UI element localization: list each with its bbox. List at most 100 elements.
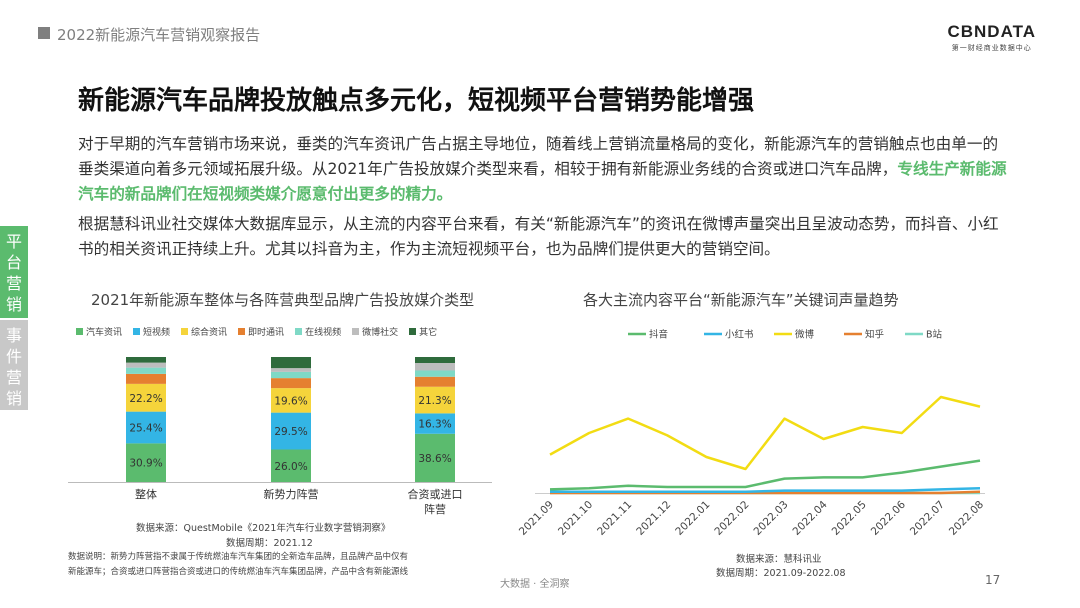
x-tick-label: 2022.06 xyxy=(869,498,908,537)
chart2-source-line2: 数据周期：2021.09-2022.08 xyxy=(716,568,846,579)
x-tick-label: 2021.09 xyxy=(517,499,556,538)
x-tick-label: 2021.10 xyxy=(556,499,595,538)
category-label: 新势力阵营 xyxy=(264,487,319,501)
bar-data-label: 29.5% xyxy=(274,426,307,438)
chart2-title: 各大主流内容平台“新能源汽车”关键词声量趋势 xyxy=(583,291,899,309)
x-tick-label: 2022.05 xyxy=(830,499,869,538)
page-title: 新能源汽车品牌投放触点多元化，短视频平台营销势能增强 xyxy=(78,86,755,116)
legend-label: 抖音 xyxy=(649,329,668,341)
bar-data-label: 26.0% xyxy=(274,461,307,473)
bar-segment xyxy=(415,370,455,377)
bar-data-label: 38.6% xyxy=(418,453,451,465)
legend-label: B站 xyxy=(926,329,943,341)
legend-label: 汽车资讯 xyxy=(86,328,123,338)
legend-swatch xyxy=(238,328,246,335)
x-tick-label: 2022.03 xyxy=(751,499,790,538)
x-tick-label: 2022.01 xyxy=(673,499,712,538)
legend-label: 短视频 xyxy=(143,328,171,338)
legend-item: 综合资讯 xyxy=(181,325,227,338)
bar-segment xyxy=(126,443,166,482)
bar-segment xyxy=(415,376,455,387)
paragraph-2: 根据慧科讯业社交媒体大数据库显示，从主流的内容平台来看，有关“新能源汽车”的资讯… xyxy=(78,215,999,258)
logo-text: CBNDATA xyxy=(947,22,1036,41)
bar-segment xyxy=(271,449,311,482)
bar-segment xyxy=(126,373,166,384)
legend-item: 短视频 xyxy=(133,325,170,338)
chart1-note-line2: 新能源车；合资或进口阵营指合资或进口的传统燃油车汽车集团品牌，产品中含有新能源线 xyxy=(68,567,409,577)
footer-slogan: 大数据 · 全洞察 xyxy=(500,579,570,590)
legend-swatch xyxy=(181,328,189,335)
bar-segment xyxy=(271,357,311,369)
legend-item: 即时通讯 xyxy=(238,325,284,338)
bar-segment xyxy=(126,383,166,412)
chart2-source-line1: 数据来源：慧科讯业 xyxy=(736,554,822,565)
bar-segment xyxy=(271,412,311,450)
category-label: 合资或进口 xyxy=(408,487,463,501)
page-number: 17 xyxy=(985,573,1001,587)
bar-data-label: 22.2% xyxy=(129,393,162,405)
bar-segment xyxy=(271,368,311,372)
series-line xyxy=(550,486,981,494)
side-tab-platform-marketing[interactable]: 平台营销 xyxy=(0,226,28,318)
legend-label: 微博社交 xyxy=(362,328,399,338)
legend-label: 即时通讯 xyxy=(248,328,285,338)
paragraph-1: 对于早期的汽车营销市场来说，垂类的汽车资讯广告占据主导地位，随着线上营销流量格局… xyxy=(78,132,1008,207)
chart1-source-line2: 数据周期：2021.12 xyxy=(226,538,313,549)
bar-segment xyxy=(271,378,311,389)
bar-data-label: 21.3% xyxy=(418,395,451,407)
bar-segment xyxy=(415,357,455,363)
legend-item: 微博社交 xyxy=(352,325,398,338)
bar-data-label: 19.6% xyxy=(274,395,307,407)
cbndata-logo: CBNDATA 第一财经商业数据中心 xyxy=(947,22,1036,53)
legend-label: 微博 xyxy=(795,329,815,341)
bar-segment xyxy=(415,363,455,371)
bar-segment xyxy=(415,386,455,414)
bar-data-label: 16.3% xyxy=(418,419,451,431)
legend-item: 其它 xyxy=(409,325,437,338)
report-title: 2022新能源汽车营销观察报告 xyxy=(57,26,261,44)
legend-label: 在线视频 xyxy=(305,328,342,338)
x-tick-label: 2022.08 xyxy=(947,499,986,538)
series-line xyxy=(549,395,981,471)
legend-swatch xyxy=(295,328,303,335)
bar-segment xyxy=(126,411,166,444)
bar-segment xyxy=(126,367,166,374)
bar-segment xyxy=(126,357,166,363)
header-square-icon xyxy=(38,27,50,39)
series-line xyxy=(549,459,981,491)
bar-segment xyxy=(415,413,455,434)
logo-subtext: 第一财经商业数据中心 xyxy=(951,44,1032,52)
legend-item: 在线视频 xyxy=(295,325,341,338)
legend-label: 知乎 xyxy=(865,329,884,341)
bar-segment xyxy=(415,433,455,482)
bar-data-label: 25.4% xyxy=(129,423,162,435)
bar-segment xyxy=(271,388,311,413)
legend-label: 其它 xyxy=(419,328,438,338)
category-label: 整体 xyxy=(135,487,157,501)
stacked-bar-chart: 30.9% 25.4% 22.2% 整体 26.0% 29.5% 19.6% 新势力阵营 38.… xyxy=(68,357,492,516)
x-tick-label: 2022.02 xyxy=(712,499,751,538)
paragraph-1-text: 对于早期的汽车营销市场来说，垂类的汽车资讯广告占据主导地位，随着线上营销流量格局… xyxy=(78,135,999,178)
legend-label: 小红书 xyxy=(725,329,754,341)
chart1-source-line1: 数据来源：QuestMobile《2021年汽车行业数字营销洞察》 xyxy=(136,523,391,534)
legend-item: 汽车资讯 xyxy=(76,325,122,338)
bar-segment xyxy=(271,371,311,379)
x-tick-label: 2021.11 xyxy=(595,499,634,538)
category-label: 阵营 xyxy=(424,502,446,516)
bar-data-label: 30.9% xyxy=(129,458,162,470)
chart1-title: 2021年新能源车整体与各阵营典型品牌广告投放媒介类型 xyxy=(91,291,475,309)
legend-label: 综合资讯 xyxy=(191,328,228,338)
x-tick-label: 2021.12 xyxy=(634,499,673,538)
legend-swatch xyxy=(133,328,141,335)
paragraph-1-highlight: 专线生产新能源汽车的新品牌们在短视频类媒介愿意付出更多的精力。 xyxy=(78,160,1007,203)
chart1-legend: 汽车资讯 短视频 综合资讯 即时通讯 在线视频 微博社交 其它 xyxy=(76,325,437,338)
bar-segment xyxy=(126,362,166,368)
side-tab-event-marketing[interactable]: 事件营销 xyxy=(0,320,28,410)
legend-swatch xyxy=(409,328,417,335)
x-tick-label: 2022.04 xyxy=(791,498,830,537)
chart1-note-line1: 数据说明：新势力阵营指不隶属于传统燃油车汽车集团的全新造车品牌，且品牌产品中仅有 xyxy=(68,552,409,562)
x-tick-label: 2022.07 xyxy=(908,499,947,538)
legend-swatch xyxy=(76,328,83,335)
legend-swatch xyxy=(352,328,360,335)
